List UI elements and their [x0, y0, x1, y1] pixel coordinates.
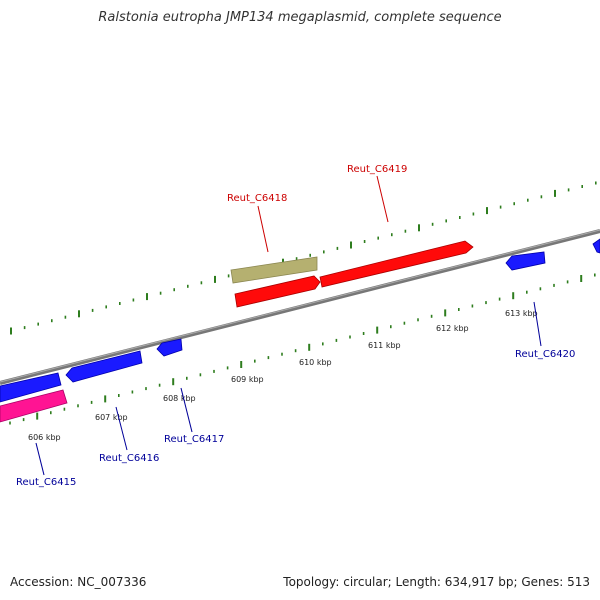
gene-reut-c6419[interactable] [319, 240, 474, 288]
gene-reut-c6420[interactable] [505, 251, 546, 271]
leader-reut-c6419 [376, 175, 389, 223]
gene-reut-c6415-blue[interactable] [0, 372, 62, 403]
gene-edge-right[interactable] [592, 238, 600, 254]
leader-reut-c6420 [533, 301, 542, 347]
gene-label-reut-c6416[interactable]: Reut_C6416 [99, 453, 159, 464]
tick-label-608: 608 kbp [163, 394, 196, 403]
sequence-backbone [0, 229, 600, 385]
gene-reut-c6418-red[interactable] [234, 275, 321, 308]
gene-label-reut-c6418[interactable]: Reut_C6418 [227, 193, 287, 204]
tick-label-612: 612 kbp [436, 324, 469, 333]
leader-reut-c6417 [180, 387, 193, 433]
gene-label-reut-c6420[interactable]: Reut_C6420 [515, 349, 575, 360]
tick-label-609: 609 kbp [231, 375, 264, 384]
tick-label-607: 607 kbp [95, 413, 128, 422]
leader-reut-c6415 [35, 442, 45, 476]
sequence-summary: Topology: circular; Length: 634,917 bp; … [283, 575, 590, 589]
gene-label-reut-c6417[interactable]: Reut_C6417 [164, 434, 224, 445]
gene-reut-c6416[interactable] [65, 350, 143, 383]
tick-label-610: 610 kbp [299, 358, 332, 367]
gene-label-reut-c6419[interactable]: Reut_C6419 [347, 164, 407, 175]
accession-text: Accession: NC_007336 [10, 575, 147, 589]
leader-reut-c6418 [257, 205, 269, 253]
tick-label-613: 613 kbp [505, 309, 538, 318]
reverse-tick-row [9, 273, 596, 425]
gene-reut-c6418[interactable] [230, 256, 318, 284]
leader-reut-c6416 [115, 406, 128, 451]
tick-label-606: 606 kbp [28, 433, 61, 442]
gene-label-reut-c6415[interactable]: Reut_C6415 [16, 477, 76, 488]
gene-reut-c6417[interactable] [156, 338, 183, 357]
gene-reut-c6415[interactable] [0, 389, 68, 423]
map-title: Ralstonia eutropha JMP134 megaplasmid, c… [98, 10, 502, 25]
tick-label-611: 611 kbp [368, 341, 401, 350]
